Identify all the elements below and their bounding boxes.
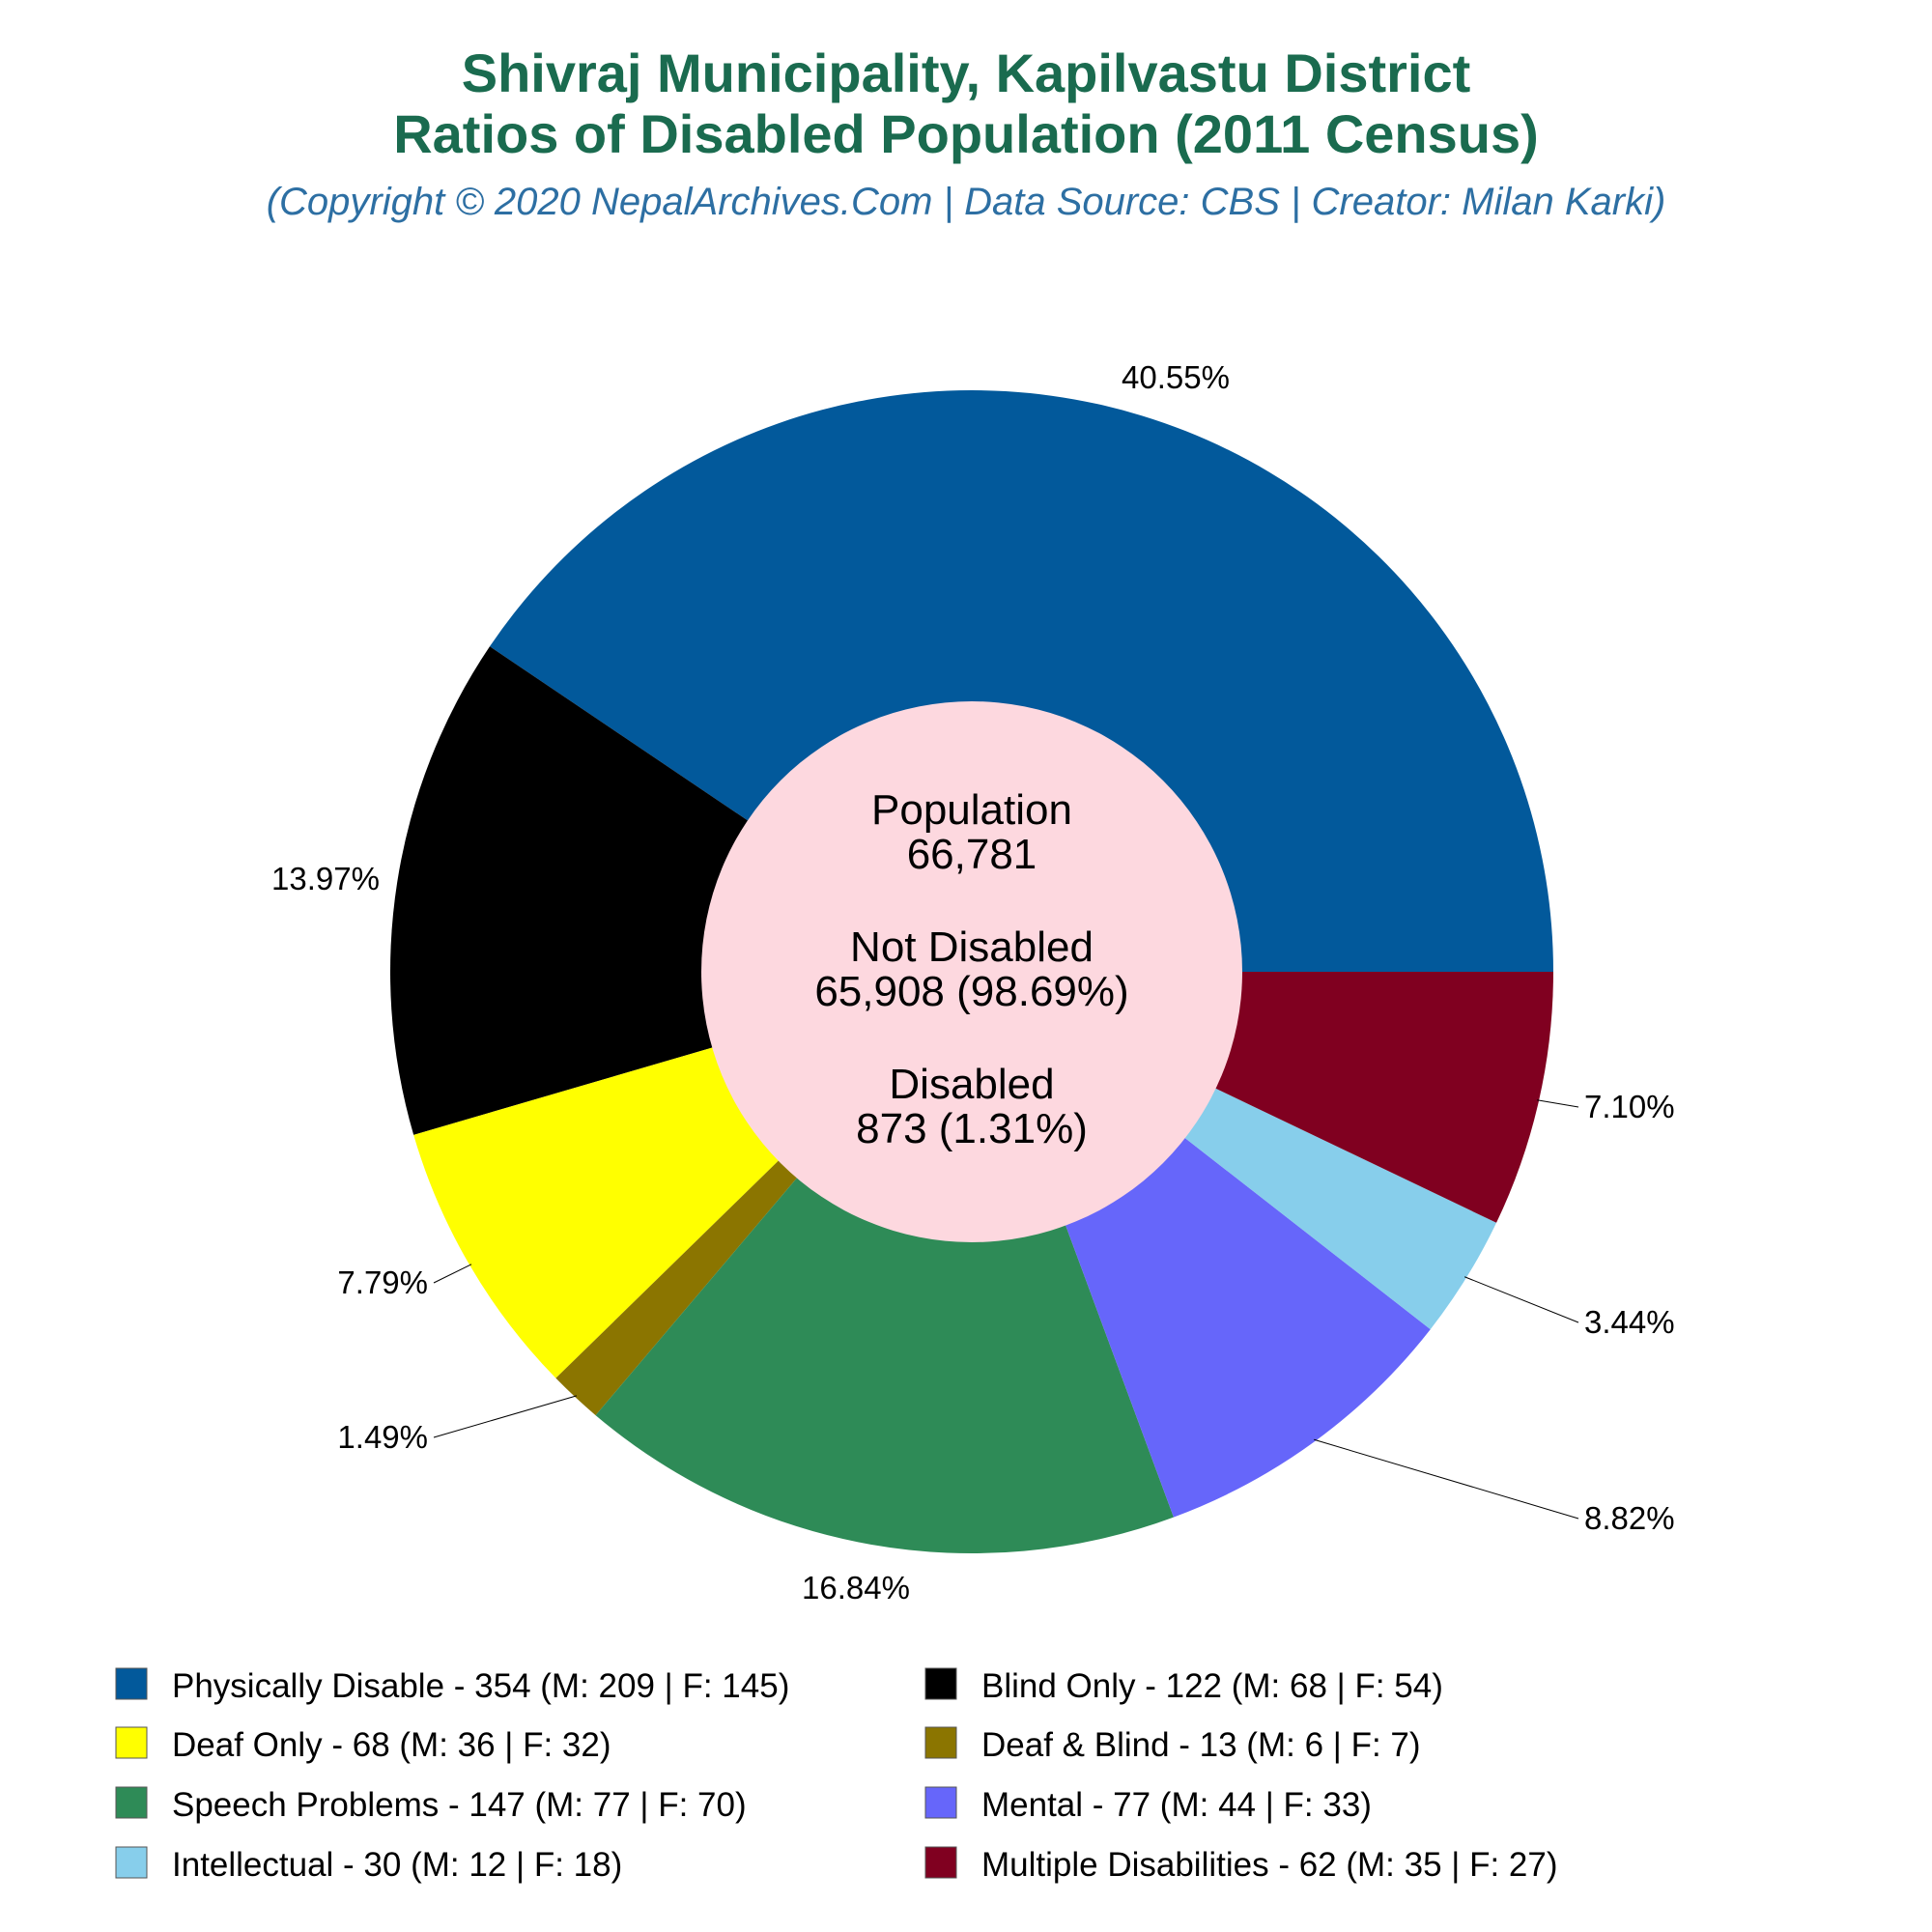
- legend-swatch-intellectual: [115, 1846, 148, 1879]
- legend-swatch-deaf-only: [115, 1726, 148, 1759]
- legend-swatch-multiple-disabilities: [924, 1846, 957, 1879]
- center-population-value: 66,781: [907, 831, 1037, 878]
- pie-leader-lines: [433, 1099, 1579, 1520]
- legend-swatch-deaf-blind: [924, 1726, 957, 1759]
- center-summary-circle: [701, 701, 1242, 1242]
- pct-label-blind-only: 13.97%: [271, 861, 380, 896]
- legend-swatch-blind-only: [924, 1667, 957, 1700]
- pie-percent-labels: 40.55% 13.97% 7.79% 1.49% 16.84% 8.82% 3.44% 7.…: [271, 359, 1675, 1605]
- leader-line-multiple-disabilities: [1537, 1099, 1579, 1108]
- chart-title-line1: Shivraj Municipality, Kapilvastu Distric…: [462, 43, 1471, 103]
- pct-label-deaf-only: 7.79%: [337, 1264, 428, 1300]
- legend-label-physically-disable: Physically Disable - 354 (M: 209 | F: 14…: [172, 1667, 789, 1705]
- pct-label-intellectual: 3.44%: [1584, 1304, 1675, 1340]
- chart-subtitle: (Copyright © 2020 NepalArchives.Com | Da…: [267, 181, 1666, 223]
- pct-label-multiple-disabilities: 7.10%: [1584, 1089, 1675, 1124]
- legend-label-intellectual: Intellectual - 30 (M: 12 | F: 18): [172, 1846, 622, 1884]
- pct-label-mental: 8.82%: [1584, 1500, 1675, 1536]
- leader-line-mental: [1314, 1438, 1579, 1520]
- center-disabled-label: Disabled: [889, 1061, 1054, 1108]
- pct-label-deaf-blind: 1.49%: [337, 1419, 428, 1455]
- chart-legend: Physically Disable - 354 (M: 209 | F: 14…: [115, 1667, 1558, 1884]
- center-not-disabled-value: 65,908 (98.69%): [814, 968, 1128, 1015]
- legend-label-multiple-disabilities: Multiple Disabilities - 62 (M: 35 | F: 2…: [981, 1846, 1558, 1884]
- center-population-label: Population: [871, 786, 1072, 834]
- legend-label-deaf-only: Deaf Only - 68 (M: 36 | F: 32): [172, 1726, 611, 1764]
- pct-label-speech-problems: 16.84%: [802, 1570, 910, 1605]
- pct-label-physically-disable: 40.55%: [1122, 359, 1230, 395]
- leader-line-intellectual: [1464, 1276, 1579, 1323]
- pie-slice-physically-disable: [490, 390, 1554, 973]
- legend-label-deaf-blind: Deaf & Blind - 13 (M: 6 | F: 7): [981, 1726, 1421, 1764]
- legend-swatch-physically-disable: [115, 1667, 148, 1700]
- center-not-disabled-label: Not Disabled: [850, 923, 1094, 971]
- leader-line-deaf-only: [433, 1264, 472, 1284]
- leader-line-deaf-blind: [433, 1395, 578, 1438]
- legend-label-blind-only: Blind Only - 122 (M: 68 | F: 54): [981, 1667, 1443, 1705]
- legend-swatch-speech-problems: [115, 1786, 148, 1819]
- pie-slice-speech-problems: [595, 972, 1174, 1553]
- chart-title-line2: Ratios of Disabled Population (2011 Cens…: [393, 103, 1539, 164]
- legend-label-mental: Mental - 77 (M: 44 | F: 33): [981, 1786, 1372, 1824]
- center-disabled-value: 873 (1.31%): [856, 1105, 1088, 1152]
- legend-label-speech-problems: Speech Problems - 147 (M: 77 | F: 70): [172, 1786, 747, 1824]
- legend-swatch-mental: [924, 1786, 957, 1819]
